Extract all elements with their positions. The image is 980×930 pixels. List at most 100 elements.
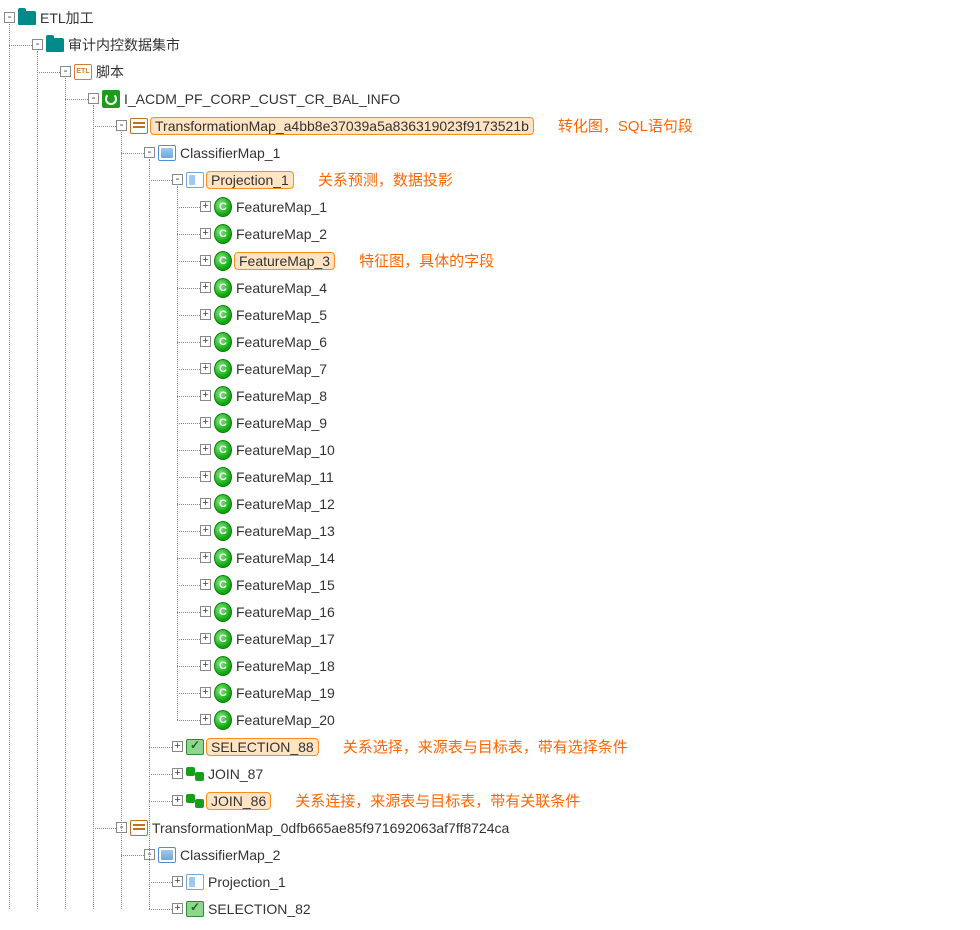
tree-row[interactable]: +CFeatureMap_17 bbox=[4, 625, 980, 652]
annotation-text: 转化图，SQL语句段 bbox=[558, 115, 693, 136]
tree-row[interactable]: +CFeatureMap_4 bbox=[4, 274, 980, 301]
node-feature-map[interactable]: FeatureMap_9 bbox=[234, 415, 329, 431]
expand-toggle[interactable]: + bbox=[200, 633, 211, 644]
node-feature-map[interactable]: FeatureMap_7 bbox=[234, 361, 329, 377]
expand-toggle[interactable]: + bbox=[200, 444, 211, 455]
node-selection[interactable]: SELECTION_88 bbox=[206, 738, 319, 756]
tree-view[interactable]: -ETL加工-审计内控数据集市-ETL脚本-I_ACDM_PF_CORP_CUS… bbox=[4, 4, 980, 922]
tree-row[interactable]: +CFeatureMap_9 bbox=[4, 409, 980, 436]
expand-toggle[interactable]: + bbox=[200, 201, 211, 212]
expand-toggle[interactable]: + bbox=[200, 255, 211, 266]
node-feature-map[interactable]: FeatureMap_20 bbox=[234, 712, 337, 728]
tree-row[interactable]: +CFeatureMap_20 bbox=[4, 706, 980, 733]
node-feature-map[interactable]: FeatureMap_2 bbox=[234, 226, 329, 242]
tree-row[interactable]: +CFeatureMap_14 bbox=[4, 544, 980, 571]
node-join[interactable]: JOIN_87 bbox=[206, 766, 265, 782]
node-job[interactable]: I_ACDM_PF_CORP_CUST_CR_BAL_INFO bbox=[122, 91, 402, 107]
node-projection[interactable]: Projection_1 bbox=[206, 171, 294, 189]
node-feature-map[interactable]: FeatureMap_10 bbox=[234, 442, 337, 458]
node-transformation-map[interactable]: TransformationMap_0dfb665ae85f971692063a… bbox=[150, 820, 511, 836]
expand-toggle[interactable]: + bbox=[172, 795, 183, 806]
expand-toggle[interactable]: + bbox=[172, 741, 183, 752]
node-feature-map[interactable]: FeatureMap_1 bbox=[234, 199, 329, 215]
node-selection[interactable]: SELECTION_82 bbox=[206, 901, 313, 917]
tree-row[interactable]: +CFeatureMap_19 bbox=[4, 679, 980, 706]
transformation-map-icon bbox=[130, 117, 148, 135]
node-feature-map[interactable]: FeatureMap_13 bbox=[234, 523, 337, 539]
expand-toggle[interactable]: + bbox=[200, 363, 211, 374]
node-etl-root[interactable]: ETL加工 bbox=[38, 8, 96, 28]
expand-toggle[interactable]: + bbox=[172, 876, 183, 887]
node-classifier-map[interactable]: ClassifierMap_2 bbox=[178, 847, 282, 863]
node-feature-map[interactable]: FeatureMap_15 bbox=[234, 577, 337, 593]
tree-row[interactable]: +CFeatureMap_5 bbox=[4, 301, 980, 328]
expand-toggle[interactable]: + bbox=[200, 552, 211, 563]
node-feature-map[interactable]: FeatureMap_17 bbox=[234, 631, 337, 647]
node-projection[interactable]: Projection_1 bbox=[206, 874, 288, 890]
annotation-text: 关系选择，来源表与目标表，带有选择条件 bbox=[343, 736, 628, 757]
expand-toggle[interactable]: + bbox=[200, 687, 211, 698]
expand-toggle[interactable]: - bbox=[4, 12, 15, 23]
expand-toggle[interactable]: - bbox=[172, 174, 183, 185]
expand-toggle[interactable]: + bbox=[200, 336, 211, 347]
node-feature-map[interactable]: FeatureMap_3 bbox=[234, 252, 335, 270]
expand-toggle[interactable]: - bbox=[116, 120, 127, 131]
expand-toggle[interactable]: + bbox=[200, 390, 211, 401]
tree-row[interactable]: +CFeatureMap_6 bbox=[4, 328, 980, 355]
expand-toggle[interactable]: + bbox=[200, 525, 211, 536]
expand-toggle[interactable]: + bbox=[200, 417, 211, 428]
tree-row[interactable]: +CFeatureMap_18 bbox=[4, 652, 980, 679]
node-script[interactable]: 脚本 bbox=[94, 62, 126, 82]
tree-row[interactable]: - ETL加工 bbox=[4, 4, 980, 31]
node-transformation-map[interactable]: TransformationMap_a4bb8e37039a5a83631902… bbox=[150, 117, 534, 135]
expand-toggle[interactable]: + bbox=[172, 768, 183, 779]
tree-row[interactable]: +CFeatureMap_13 bbox=[4, 517, 980, 544]
tree-row[interactable]: -ClassifierMap_2 bbox=[4, 841, 980, 868]
expand-toggle[interactable]: - bbox=[32, 39, 43, 50]
tree-row[interactable]: +CFeatureMap_3特征图，具体的字段 bbox=[4, 247, 980, 274]
node-feature-map[interactable]: FeatureMap_14 bbox=[234, 550, 337, 566]
tree-row[interactable]: - I_ACDM_PF_CORP_CUST_CR_BAL_INFO bbox=[4, 85, 980, 112]
node-feature-map[interactable]: FeatureMap_16 bbox=[234, 604, 337, 620]
expand-toggle[interactable]: - bbox=[88, 93, 99, 104]
expand-toggle[interactable]: - bbox=[60, 66, 71, 77]
etl-icon: ETL bbox=[74, 63, 92, 81]
tree-row[interactable]: +CFeatureMap_15 bbox=[4, 571, 980, 598]
expand-toggle[interactable]: + bbox=[172, 903, 183, 914]
node-feature-map[interactable]: FeatureMap_4 bbox=[234, 280, 329, 296]
tree-row[interactable]: - ClassifierMap_1 bbox=[4, 139, 980, 166]
node-feature-map[interactable]: FeatureMap_12 bbox=[234, 496, 337, 512]
node-feature-map[interactable]: FeatureMap_11 bbox=[234, 469, 336, 485]
expand-toggle[interactable]: + bbox=[200, 579, 211, 590]
expand-toggle[interactable]: + bbox=[200, 498, 211, 509]
tree-row[interactable]: +CFeatureMap_10 bbox=[4, 436, 980, 463]
expand-toggle[interactable]: + bbox=[200, 471, 211, 482]
expand-toggle[interactable]: + bbox=[200, 714, 211, 725]
expand-toggle[interactable]: + bbox=[200, 309, 211, 320]
tree-row[interactable]: -ETL脚本 bbox=[4, 58, 980, 85]
expand-toggle[interactable]: + bbox=[200, 606, 211, 617]
node-feature-map[interactable]: FeatureMap_19 bbox=[234, 685, 337, 701]
feature-map-icon: C bbox=[214, 495, 232, 513]
tree-row[interactable]: - TransformationMap_a4bb8e37039a5a8363190… bbox=[4, 112, 980, 139]
node-feature-map[interactable]: FeatureMap_6 bbox=[234, 334, 329, 350]
tree-row[interactable]: +CFeatureMap_12 bbox=[4, 490, 980, 517]
node-feature-map[interactable]: FeatureMap_18 bbox=[234, 658, 337, 674]
node-audit-mart[interactable]: 审计内控数据集市 bbox=[66, 35, 182, 55]
tree-row[interactable]: -TransformationMap_0dfb665ae85f971692063… bbox=[4, 814, 980, 841]
expand-toggle[interactable]: + bbox=[200, 660, 211, 671]
tree-row[interactable]: +CFeatureMap_7 bbox=[4, 355, 980, 382]
tree-row[interactable]: +CFeatureMap_1 bbox=[4, 193, 980, 220]
expand-toggle[interactable]: + bbox=[200, 228, 211, 239]
tree-row[interactable]: +CFeatureMap_2 bbox=[4, 220, 980, 247]
tree-row[interactable]: +CFeatureMap_16 bbox=[4, 598, 980, 625]
expand-toggle[interactable]: + bbox=[200, 282, 211, 293]
node-classifier-map[interactable]: ClassifierMap_1 bbox=[178, 145, 282, 161]
node-feature-map[interactable]: FeatureMap_8 bbox=[234, 388, 329, 404]
tree-row[interactable]: +CFeatureMap_8 bbox=[4, 382, 980, 409]
tree-row[interactable]: - 审计内控数据集市 bbox=[4, 31, 980, 58]
tree-row[interactable]: +CFeatureMap_11 bbox=[4, 463, 980, 490]
node-feature-map[interactable]: FeatureMap_5 bbox=[234, 307, 329, 323]
node-join[interactable]: JOIN_86 bbox=[206, 792, 271, 810]
expand-toggle[interactable]: - bbox=[144, 147, 155, 158]
